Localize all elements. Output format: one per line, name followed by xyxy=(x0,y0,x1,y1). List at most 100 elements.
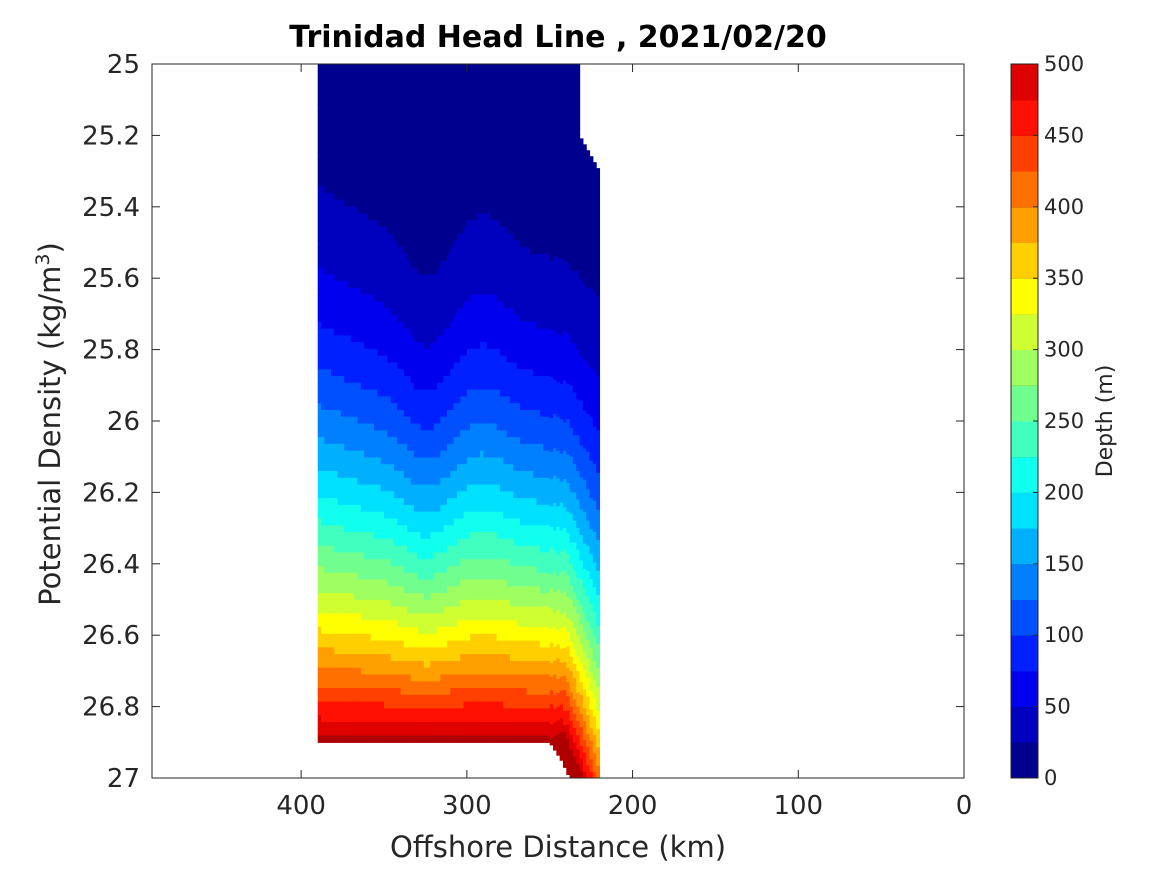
contour-cell xyxy=(400,464,405,472)
contour-cell xyxy=(354,118,359,126)
contour-cell xyxy=(417,362,422,370)
contour-cell xyxy=(340,308,345,316)
contour-cell xyxy=(460,470,465,479)
contour-cell xyxy=(397,613,402,621)
contour-cell xyxy=(480,572,485,581)
contour-cell xyxy=(466,430,471,438)
contour-cell xyxy=(317,430,322,438)
contour-cell xyxy=(440,301,445,309)
contour-cell xyxy=(337,213,342,221)
contour-cell xyxy=(380,694,385,703)
contour-cell xyxy=(473,369,478,377)
contour-cell xyxy=(423,287,428,296)
contour-cell xyxy=(413,158,418,167)
contour-cell xyxy=(330,430,335,438)
contour-cell xyxy=(397,172,402,180)
contour-cell xyxy=(354,626,359,635)
contour-cell xyxy=(460,484,465,492)
contour-cell xyxy=(370,565,375,574)
contour-cell xyxy=(443,701,448,709)
contour-cell xyxy=(433,593,438,601)
contour-cell xyxy=(357,470,362,479)
contour-cell xyxy=(370,518,375,526)
contour-cell xyxy=(317,484,322,492)
contour-cell xyxy=(397,545,402,553)
contour-cell xyxy=(460,355,465,364)
contour-cell xyxy=(427,362,431,370)
contour-cell xyxy=(393,572,398,581)
contour-cell xyxy=(456,253,461,262)
contour-cell xyxy=(360,660,365,669)
contour-cell xyxy=(377,281,382,289)
contour-cell xyxy=(443,654,448,662)
contour-cell xyxy=(437,437,441,445)
contour-cell xyxy=(350,158,355,167)
contour-cell xyxy=(390,443,395,452)
contour-cell xyxy=(480,192,485,201)
contour-cell xyxy=(450,186,455,194)
contour-cell xyxy=(470,545,475,553)
contour-cell xyxy=(334,125,339,133)
contour-cell xyxy=(443,131,448,140)
contour-cell xyxy=(470,396,475,404)
contour-cell xyxy=(407,484,412,492)
contour-cell xyxy=(327,274,332,282)
contour-cell xyxy=(480,125,485,133)
contour-cell xyxy=(354,477,359,486)
contour-cell xyxy=(374,586,378,594)
contour-cell xyxy=(324,586,329,594)
contour-cell xyxy=(364,640,369,648)
contour-cell xyxy=(347,470,352,479)
contour-cell xyxy=(417,409,422,418)
contour-cell xyxy=(377,294,382,303)
contour-cell xyxy=(413,572,418,581)
contour-cell xyxy=(364,545,369,553)
contour-cell xyxy=(347,165,352,174)
contour-cell xyxy=(344,294,349,303)
contour-cell xyxy=(446,165,451,174)
contour-cell xyxy=(397,477,402,486)
contour-cell xyxy=(344,532,349,540)
contour-cell xyxy=(317,450,322,459)
contour-cell xyxy=(476,308,481,316)
contour-cell xyxy=(340,728,345,737)
contour-cell xyxy=(397,626,402,635)
contour-cell xyxy=(327,504,332,513)
contour-cell xyxy=(470,443,475,452)
contour-cell xyxy=(374,335,378,343)
contour-cell xyxy=(417,125,422,133)
contour-cell xyxy=(337,423,342,431)
contour-cell xyxy=(463,125,468,133)
contour-cell xyxy=(330,369,335,377)
contour-cell xyxy=(370,681,375,689)
contour-cell xyxy=(476,599,481,608)
contour-cell xyxy=(364,538,369,547)
contour-cell xyxy=(340,518,345,526)
contour-cell xyxy=(473,77,478,85)
contour-cell xyxy=(354,674,359,682)
contour-cell xyxy=(403,525,408,533)
contour-cell xyxy=(384,192,388,201)
contour-cell xyxy=(440,572,445,581)
contour-cell xyxy=(410,84,415,92)
contour-cell xyxy=(473,586,478,594)
contour-cell xyxy=(413,647,418,655)
contour-cell xyxy=(327,308,332,316)
contour-cell xyxy=(334,457,339,465)
contour-cell xyxy=(473,532,478,540)
contour-cell xyxy=(344,599,349,608)
contour-cell xyxy=(360,104,365,113)
contour-cell xyxy=(470,599,475,608)
contour-cell xyxy=(357,118,362,126)
contour-cell xyxy=(357,620,362,628)
contour-cell xyxy=(384,145,388,153)
contour-cell xyxy=(453,464,458,472)
contour-cell xyxy=(330,586,335,594)
contour-cell xyxy=(360,321,365,330)
contour-cell xyxy=(327,470,332,479)
contour-cell xyxy=(357,694,362,703)
contour-cell xyxy=(460,138,465,146)
contour-cell xyxy=(480,654,485,662)
contour-cell xyxy=(446,620,451,628)
contour-cell xyxy=(463,145,468,153)
